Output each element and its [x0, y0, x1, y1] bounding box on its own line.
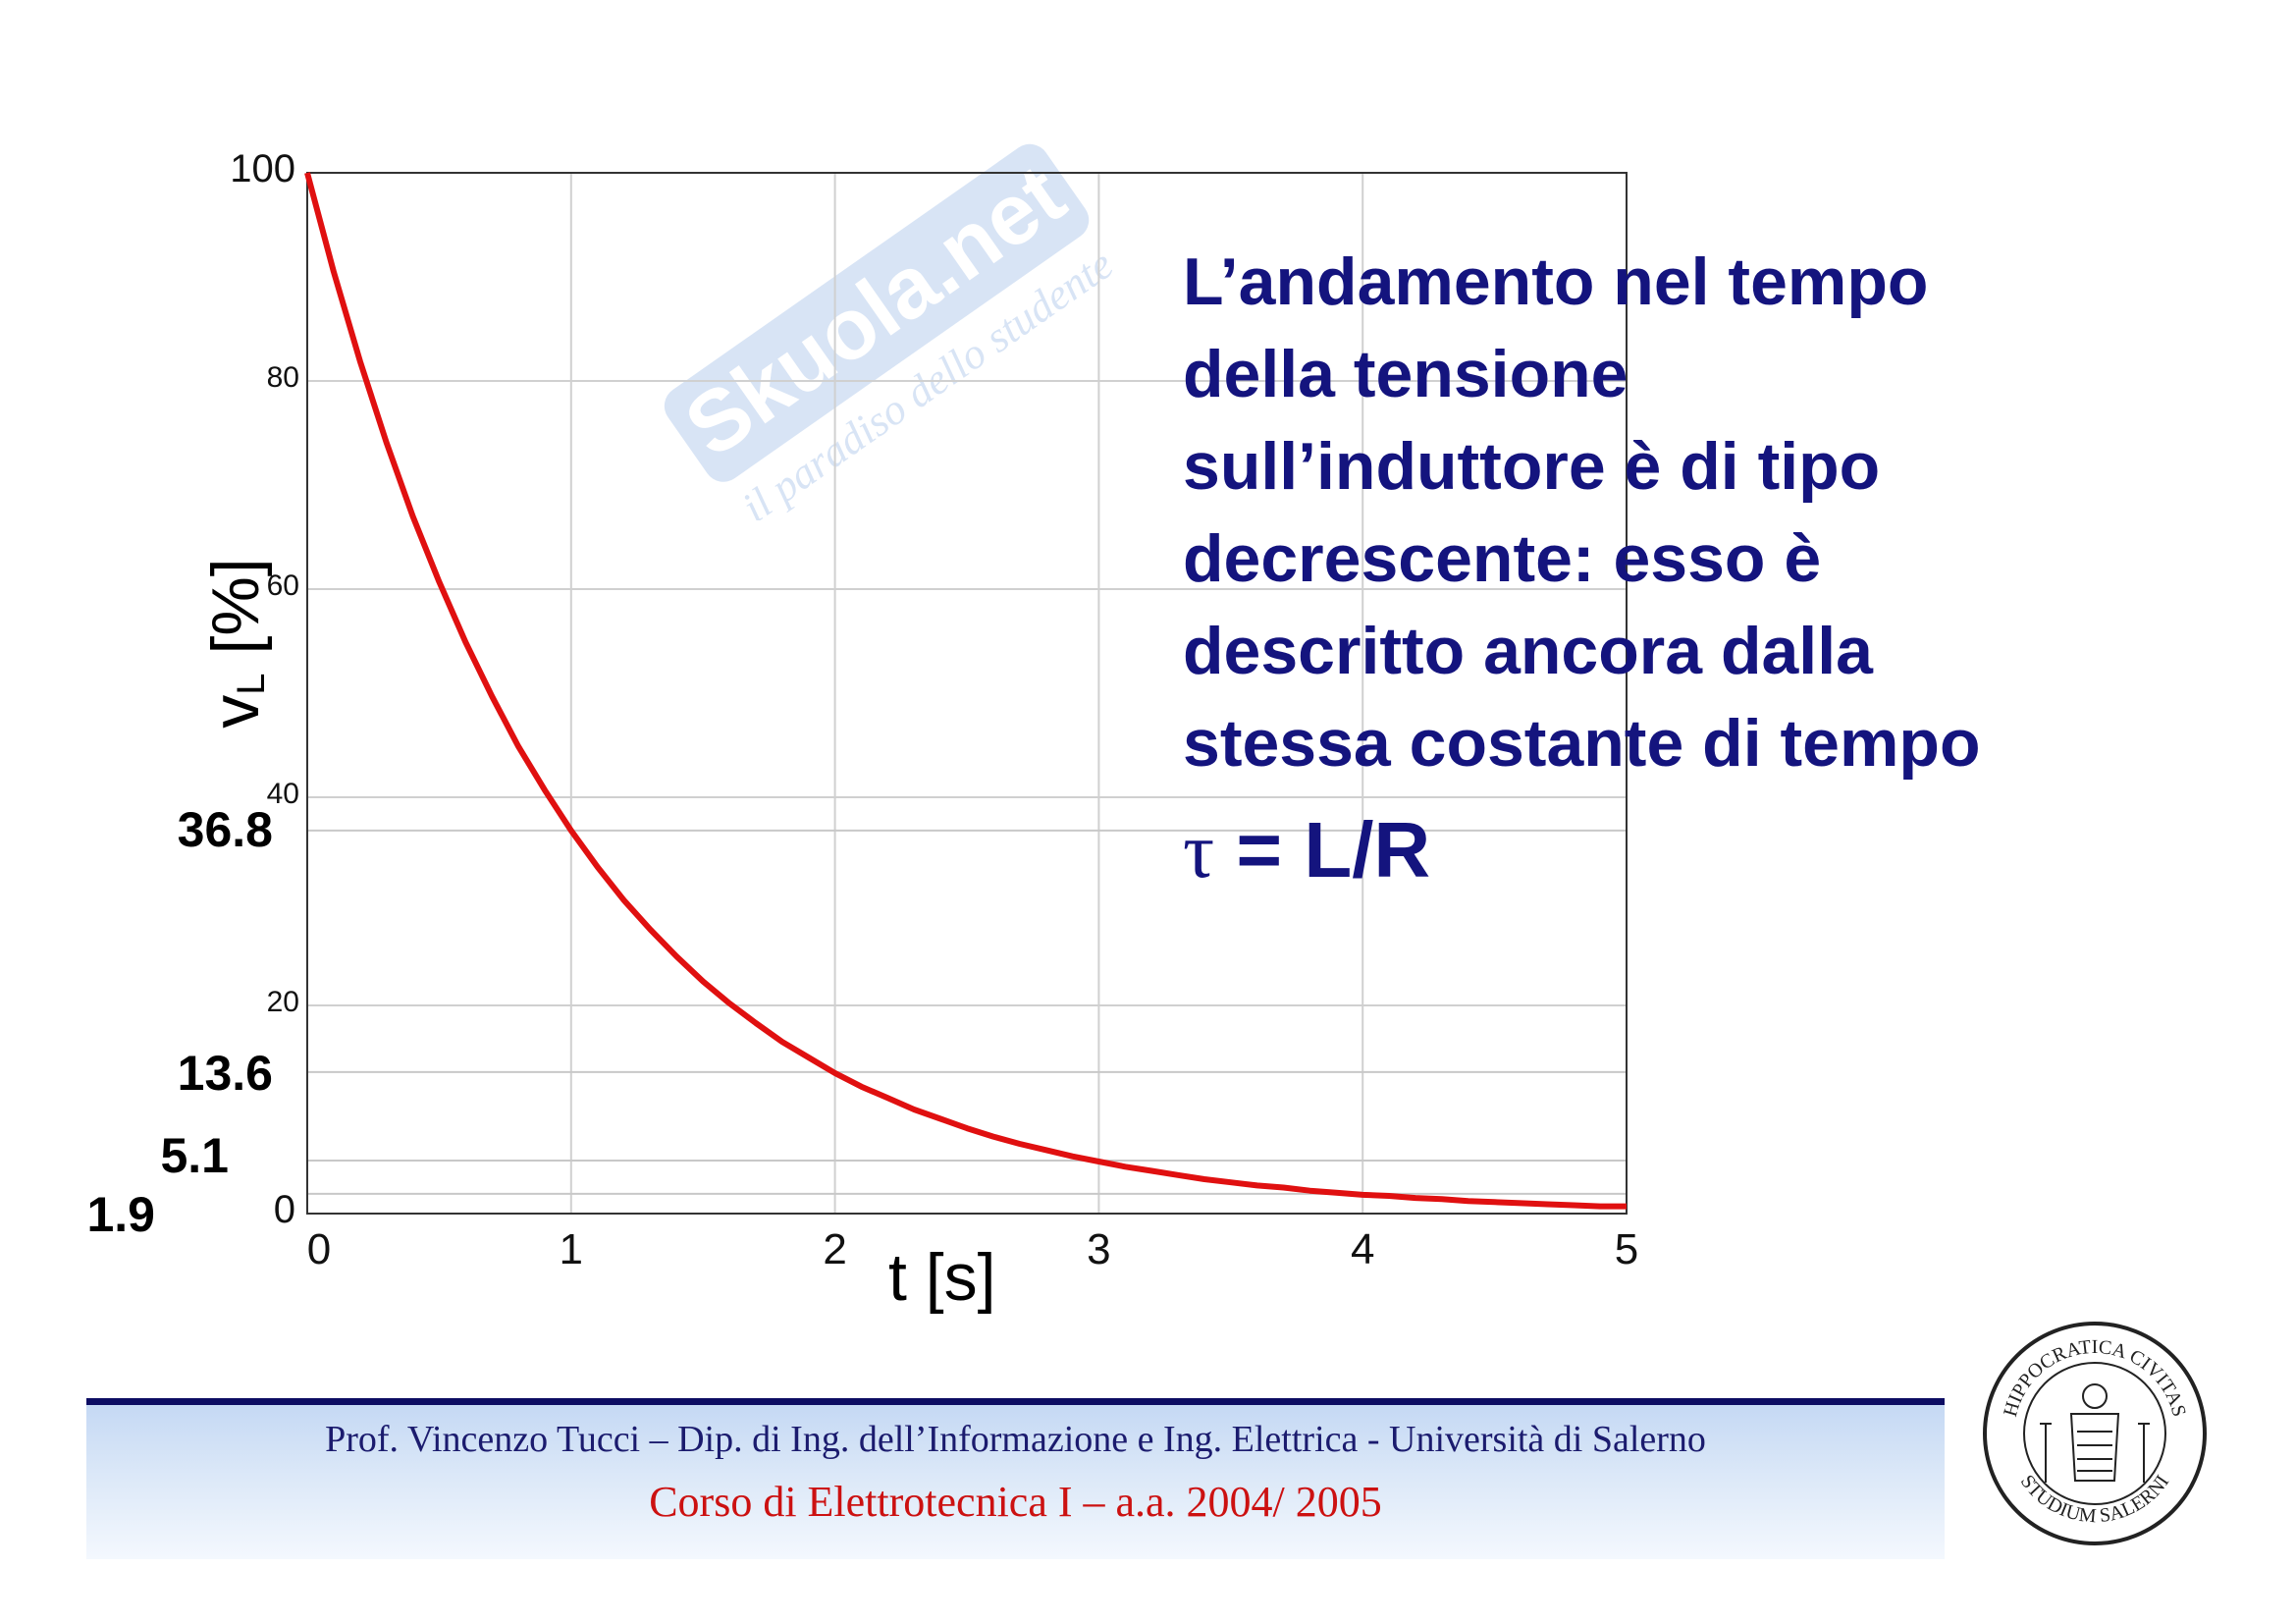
description-line: descritto ancora dalla: [1183, 614, 1873, 688]
x-tick-label: 5: [1614, 1225, 1639, 1273]
footer-course: Corso di Elettrotecnica I – a.a. 2004/ 2…: [649, 1478, 1382, 1526]
highlight-value-label: 13.6: [177, 1045, 273, 1101]
description-line: decrescente: esso è: [1183, 521, 1822, 596]
university-seal-icon: HIPPOCRATICA CIVITAS STUDIUM SALERNI: [1983, 1322, 2207, 1545]
watermark-badge: [664, 143, 1090, 482]
y-tick-label: 40: [266, 778, 299, 810]
highlight-lines: [307, 829, 1627, 1195]
y-tick-label: 60: [266, 569, 299, 602]
y-tick-label: 80: [266, 361, 299, 394]
y-axis-label-subscript: L: [230, 673, 273, 695]
description-line: L’andamento nel tempo: [1183, 244, 1929, 319]
x-tick-label: 4: [1350, 1225, 1375, 1273]
y-axis-label-symbol: v: [198, 694, 273, 729]
x-tick-label: 3: [1087, 1225, 1111, 1273]
x-tick-label: 1: [559, 1225, 584, 1273]
y-axis-label: vL [%]: [197, 558, 274, 728]
seal-outer-ring: [1983, 1322, 2207, 1545]
footer-band: [86, 1402, 1945, 1559]
highlight-value-label: 36.8: [177, 801, 273, 857]
y-tick-label: 20: [266, 986, 299, 1018]
footer-divider: [86, 1398, 1945, 1405]
tau-symbol: τ: [1183, 808, 1215, 894]
x-axis-label: t [s]: [888, 1240, 996, 1315]
y-axis-label-unit: [%]: [198, 558, 273, 655]
seal-inner-ring: [2023, 1362, 2166, 1505]
series-line-vl: [304, 172, 1627, 1210]
y-tick-label: 100: [230, 147, 295, 190]
x-tick-label: 2: [823, 1225, 847, 1273]
description-line: stessa costante di tempo: [1183, 706, 1981, 781]
plot-area: [306, 172, 1628, 1215]
highlight-value-label: 1.9: [86, 1186, 155, 1242]
highlight-value-label: 5.1: [160, 1127, 229, 1183]
formula-expression: = L/R: [1214, 806, 1431, 893]
x-tick-label: 0: [306, 1225, 332, 1273]
time-constant-formula: τ = L/R: [1183, 805, 1430, 896]
description-line: sull’induttore è di tipo: [1183, 429, 1881, 504]
y-tick-label: 0: [273, 1188, 295, 1231]
seal-emblem: [2040, 1383, 2150, 1483]
description-line: della tensione: [1183, 337, 1629, 411]
footer-author: Prof. Vincenzo Tucci – Dip. di Ing. dell…: [325, 1419, 1706, 1460]
description-text: L’andamento nel tempo della tensione sul…: [1183, 236, 2263, 789]
